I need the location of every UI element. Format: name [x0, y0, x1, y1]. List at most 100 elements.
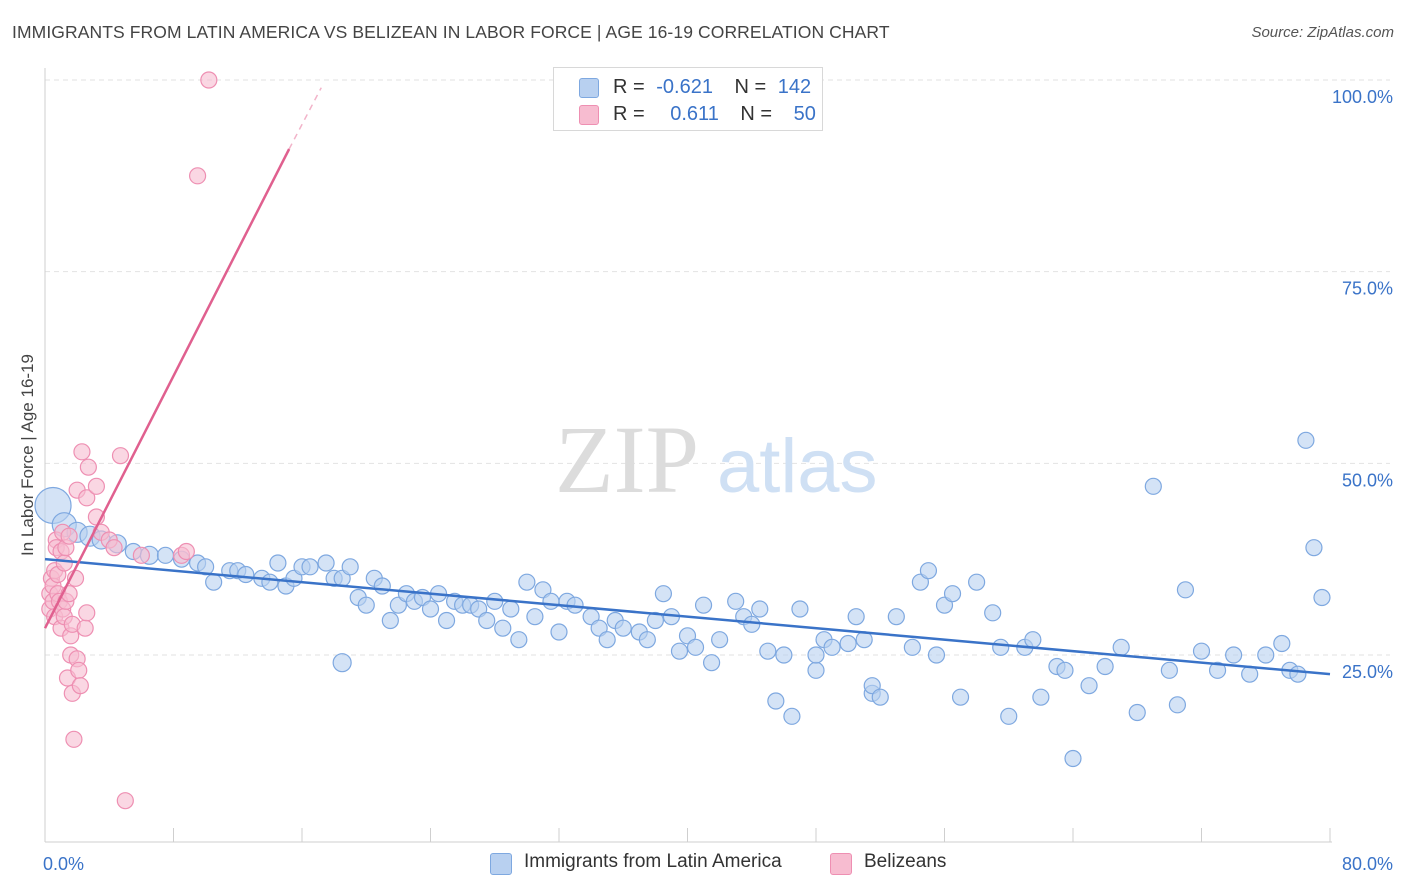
- point-belizeans: [78, 604, 96, 622]
- point-immigrants: [1144, 477, 1162, 495]
- point-immigrants: [638, 631, 656, 649]
- point-belizeans: [65, 730, 83, 748]
- point-immigrants: [502, 600, 520, 618]
- correlation-legend: R = -0.621 N = 142 R = 0.611 N = 50: [553, 67, 823, 131]
- point-belizeans: [116, 792, 134, 810]
- point-immigrants: [1176, 581, 1195, 599]
- legend-n-label: N =: [740, 103, 773, 125]
- y-tick-label: 75.0%: [1342, 279, 1393, 299]
- point-immigrants: [1225, 646, 1243, 664]
- bottom-legend-swatch-pink: [830, 853, 852, 875]
- trend-line-immigrants: [44, 557, 1331, 676]
- point-immigrants: [486, 592, 504, 610]
- point-immigrants: [1192, 642, 1211, 660]
- point-immigrants: [542, 592, 560, 610]
- point-immigrants: [1056, 661, 1074, 679]
- point-immigrants: [759, 642, 777, 660]
- point-immigrants: [927, 646, 946, 664]
- point-immigrants: [237, 565, 255, 584]
- y-axis-label: In Labor Force | Age 16-19: [18, 354, 37, 556]
- point-immigrants: [646, 611, 664, 630]
- point-immigrants: [598, 631, 616, 649]
- point-immigrants: [614, 619, 632, 637]
- point-immigrants: [1168, 696, 1187, 714]
- watermark-atlas: atlas: [717, 424, 878, 509]
- point-belizeans: [71, 677, 89, 695]
- point-immigrants: [301, 558, 319, 576]
- legend-r-label: R =: [613, 76, 645, 98]
- point-immigrants: [156, 546, 175, 564]
- chart-title: IMMIGRANTS FROM LATIN AMERICA VS BELIZEA…: [12, 22, 890, 42]
- y-tick-label: 50.0%: [1342, 470, 1393, 490]
- point-immigrants: [1064, 749, 1082, 768]
- point-immigrants: [871, 688, 889, 706]
- point-immigrants: [332, 653, 352, 673]
- point-immigrants: [847, 608, 865, 626]
- point-immigrants: [702, 654, 721, 672]
- point-immigrants: [1096, 657, 1114, 676]
- point-immigrants: [992, 638, 1010, 656]
- point-belizeans: [87, 477, 106, 495]
- point-immigrants: [478, 611, 496, 630]
- point-immigrants: [317, 554, 335, 572]
- point-belizeans: [78, 489, 96, 507]
- legend-n-value: 50: [793, 103, 816, 125]
- source-label: Source: ZipAtlas.com: [1251, 24, 1394, 41]
- point-belizeans: [55, 554, 73, 572]
- point-immigrants: [727, 592, 745, 610]
- point-immigrants: [494, 619, 512, 637]
- legend-r-label: R =: [613, 103, 645, 125]
- bottom-legend-swatch-blue: [490, 853, 512, 875]
- bottom-legend-label-immigrants: Immigrants from Latin America: [524, 851, 782, 872]
- watermark: ZIP atlas: [555, 406, 878, 513]
- trend-lines: [43, 87, 1331, 676]
- legend-n-value: 142: [777, 76, 812, 98]
- point-immigrants: [1032, 688, 1050, 706]
- point-immigrants: [903, 638, 921, 656]
- point-belizeans: [76, 619, 94, 637]
- point-immigrants: [1257, 646, 1275, 664]
- point-immigrants: [1080, 677, 1098, 695]
- point-belizeans: [132, 546, 150, 564]
- point-immigrants: [1128, 703, 1146, 722]
- point-belizeans: [60, 527, 78, 545]
- point-immigrants: [1112, 638, 1130, 656]
- point-immigrants: [807, 646, 825, 664]
- point-immigrants: [968, 573, 986, 591]
- point-immigrants: [421, 600, 440, 618]
- series-belizeans: [41, 71, 218, 810]
- point-immigrants: [823, 638, 841, 656]
- legend-r-value: 0.611: [670, 103, 719, 125]
- point-immigrants: [526, 608, 544, 626]
- point-immigrants: [743, 615, 761, 633]
- point-belizeans: [73, 443, 91, 461]
- point-immigrants: [686, 638, 705, 656]
- point-immigrants: [381, 611, 399, 630]
- point-immigrants: [839, 634, 857, 653]
- point-belizeans: [177, 542, 195, 561]
- point-immigrants: [1024, 631, 1042, 649]
- point-immigrants: [341, 558, 359, 576]
- point-immigrants: [943, 585, 962, 603]
- y-tick-label: 25.0%: [1342, 662, 1393, 682]
- point-immigrants: [1273, 634, 1291, 653]
- point-immigrants: [654, 585, 673, 603]
- point-immigrants: [807, 661, 825, 679]
- point-belizeans: [188, 167, 207, 185]
- point-belizeans: [200, 71, 218, 89]
- legend-swatch-pink: [579, 105, 599, 125]
- point-belizeans: [105, 539, 123, 557]
- point-immigrants: [694, 596, 713, 614]
- trend-line-belizeans-extension: [288, 87, 322, 150]
- point-immigrants: [1289, 665, 1307, 683]
- point-immigrants: [518, 573, 536, 591]
- watermark-zip: ZIP: [555, 406, 699, 513]
- axes: [44, 68, 1332, 843]
- point-immigrants: [887, 608, 905, 626]
- point-immigrants: [1297, 431, 1315, 449]
- point-immigrants: [711, 631, 729, 649]
- point-immigrants: [791, 600, 809, 618]
- grid-lines: [45, 79, 1390, 656]
- point-immigrants: [269, 554, 287, 572]
